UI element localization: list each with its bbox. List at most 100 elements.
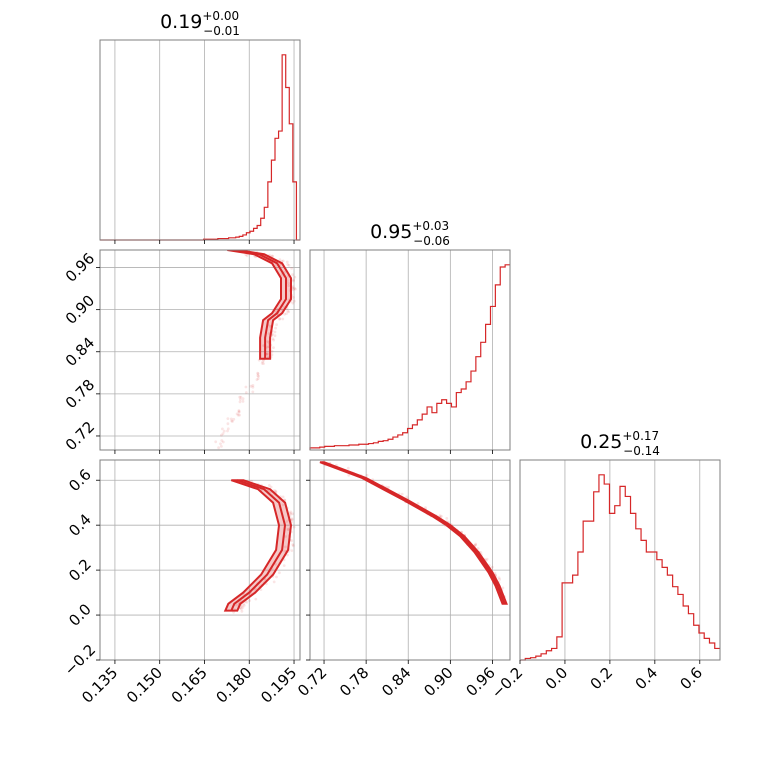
sample-point	[291, 288, 295, 292]
sample-point	[290, 549, 294, 552]
panel-frame	[99, 459, 301, 661]
panel-frame	[99, 39, 301, 241]
x-tick-label: 0.84	[378, 664, 414, 700]
sample-point	[256, 371, 260, 375]
sample-point	[476, 547, 480, 550]
sample-point	[251, 384, 255, 387]
y-tick-label: 0.72	[62, 418, 98, 454]
sample-point	[232, 417, 236, 421]
sample-point	[284, 535, 288, 538]
sample-point	[291, 301, 295, 305]
sample-point	[220, 439, 224, 442]
sample-point	[269, 485, 273, 489]
x-tick-label: 0.135	[78, 664, 121, 707]
histogram-1	[100, 54, 300, 241]
y-tick-label: 0.84	[62, 334, 98, 370]
hist-panel-2: 0.95+0.03 −0.06	[309, 219, 511, 454]
panel-frame	[309, 459, 511, 661]
sample-point	[260, 361, 264, 365]
sample-point	[262, 358, 266, 362]
sample-point	[285, 312, 288, 315]
sample-point	[238, 400, 242, 404]
title-minus: −0.01	[203, 24, 240, 38]
sample-point	[241, 606, 245, 609]
grid-lines	[114, 40, 295, 240]
sample-point	[263, 344, 267, 347]
sample-point	[238, 413, 241, 417]
title-value: 0.19	[160, 11, 202, 33]
sample-point	[257, 358, 261, 362]
sample-point	[251, 385, 255, 389]
sample-point	[267, 332, 271, 335]
contour-outer	[319, 461, 508, 605]
sample-point	[239, 395, 243, 399]
panel-frame	[519, 459, 721, 661]
y-tick-label: 0.78	[62, 376, 98, 412]
sample-point	[283, 312, 286, 316]
density	[319, 461, 508, 605]
sample-point	[286, 263, 290, 266]
y-tick-label: 0.90	[62, 291, 98, 327]
sample-point	[405, 495, 409, 499]
sample-point	[248, 599, 252, 602]
sample-point	[273, 330, 277, 334]
sample-point	[256, 372, 260, 376]
sample-point	[237, 410, 241, 413]
sample-point	[285, 260, 289, 264]
title-plus: +0.17	[622, 429, 659, 443]
sample-point	[286, 553, 289, 557]
x-tick-label: 0.0	[542, 664, 572, 694]
sample-point	[292, 278, 295, 282]
sample-point	[219, 442, 222, 446]
x-tick-label: −0.2	[488, 664, 526, 702]
sample-point	[274, 326, 277, 330]
sample-point	[265, 352, 269, 356]
title-plus: +0.03	[412, 219, 449, 233]
sample-point	[262, 362, 265, 365]
sample-point	[278, 317, 281, 321]
sample-point	[257, 374, 260, 378]
panel-frame	[309, 249, 511, 451]
sample-point	[268, 484, 271, 487]
sample-point	[281, 259, 285, 263]
x-tick-label: 0.150	[123, 664, 166, 707]
sample-point	[262, 344, 265, 347]
sample-point	[347, 473, 351, 477]
grid-lines	[100, 460, 300, 661]
sample-point	[485, 557, 489, 561]
sample-point	[245, 600, 249, 604]
sample-point	[501, 586, 505, 590]
sample-point	[278, 258, 282, 262]
sample-point	[240, 607, 243, 611]
sample-point	[291, 512, 295, 516]
panel-frame	[99, 249, 301, 451]
y-tick-label: 0.2	[65, 555, 95, 585]
sample-point	[282, 564, 286, 567]
panel-title-2: 0.95+0.03 −0.06	[370, 219, 450, 248]
sample-point	[240, 605, 244, 608]
sample-point	[290, 267, 293, 270]
sample-point	[240, 609, 244, 613]
sample-point	[242, 604, 246, 607]
sample-point	[278, 317, 282, 320]
sample-point	[220, 445, 223, 448]
sample-point	[217, 446, 221, 450]
contour-inner	[232, 250, 287, 359]
sample-point	[281, 317, 285, 321]
sample-point	[221, 432, 225, 435]
sample-point	[440, 514, 443, 518]
sample-point	[474, 542, 478, 546]
sample-point	[290, 518, 294, 521]
sample-point	[242, 602, 245, 606]
contour-outer	[227, 250, 292, 360]
density	[223, 479, 296, 614]
sample-point	[387, 485, 390, 489]
hist-panel-3: 0.25+0.17 −0.14	[519, 429, 721, 664]
sample-point	[286, 527, 290, 531]
sample-point	[269, 343, 273, 347]
sample-point	[287, 284, 291, 287]
contour-outer	[223, 479, 293, 612]
x-tick-label: 0.78	[336, 664, 372, 700]
sample-point	[230, 419, 234, 423]
x-tick-label: 0.165	[168, 664, 211, 707]
